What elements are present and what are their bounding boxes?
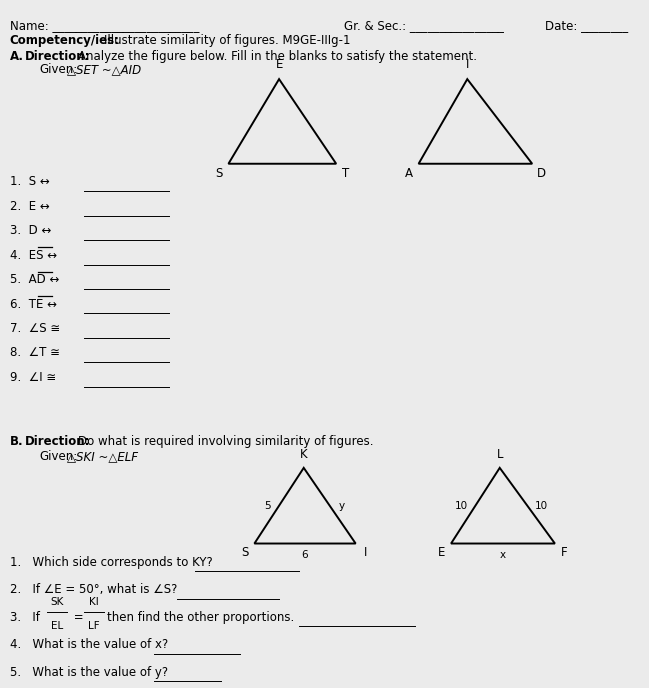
Text: Direction:: Direction:: [25, 50, 90, 63]
Text: 3.   If: 3. If: [10, 611, 47, 624]
Text: △SKI ~△ELF: △SKI ~△ELF: [67, 450, 138, 463]
Text: E: E: [437, 546, 445, 559]
Text: Direction:: Direction:: [25, 435, 90, 448]
Text: 5.  AD ↔: 5. AD ↔: [10, 273, 59, 286]
Text: F: F: [561, 546, 568, 559]
Text: 2.   If ∠E = 50°, what is ∠S?: 2. If ∠E = 50°, what is ∠S?: [10, 583, 177, 596]
Text: 7.  ∠S ≅: 7. ∠S ≅: [10, 322, 60, 335]
Text: Illustrate similarity of figures. M9GE-IIIg-1: Illustrate similarity of figures. M9GE-I…: [104, 34, 350, 47]
Text: I: I: [465, 58, 469, 71]
Text: 1.  S ↔: 1. S ↔: [10, 175, 49, 189]
Text: 10: 10: [454, 501, 468, 510]
Text: 10: 10: [535, 501, 548, 510]
Text: 4.   What is the value of x?: 4. What is the value of x?: [10, 638, 168, 652]
Text: L: L: [496, 448, 503, 461]
Text: A.: A.: [10, 50, 24, 63]
Text: SK: SK: [51, 596, 64, 607]
Text: 2.  E ↔: 2. E ↔: [10, 200, 49, 213]
Text: 3.  D ↔: 3. D ↔: [10, 224, 51, 237]
Text: Do what is required involving similarity of figures.: Do what is required involving similarity…: [78, 435, 373, 448]
Text: S: S: [215, 167, 223, 180]
Text: E: E: [275, 58, 283, 71]
Text: 6: 6: [302, 550, 308, 559]
Text: △SET ~△AID: △SET ~△AID: [67, 63, 141, 76]
Text: Given:: Given:: [39, 450, 77, 463]
Text: Analyze the figure below. Fill in the blanks to satisfy the statement.: Analyze the figure below. Fill in the bl…: [78, 50, 477, 63]
Text: 5.   What is the value of y?: 5. What is the value of y?: [10, 666, 168, 679]
Text: Competency/ies:: Competency/ies:: [10, 34, 119, 47]
Text: B.: B.: [10, 435, 23, 448]
Text: T: T: [342, 167, 350, 180]
Text: 6.  TE ↔: 6. TE ↔: [10, 297, 56, 310]
Text: 1.   Which side corresponds to KY?: 1. Which side corresponds to KY?: [10, 556, 212, 569]
Text: Gr. & Sec.: ________________: Gr. & Sec.: ________________: [344, 19, 504, 32]
Text: 4.  ES ↔: 4. ES ↔: [10, 248, 57, 261]
Text: D: D: [537, 167, 546, 180]
Text: =: =: [70, 611, 88, 624]
Text: x: x: [500, 550, 506, 559]
Text: 9.  ∠I ≅: 9. ∠I ≅: [10, 371, 56, 384]
Text: S: S: [241, 546, 249, 559]
Text: A: A: [405, 167, 413, 180]
Text: y: y: [338, 501, 345, 510]
Text: 8.  ∠T ≅: 8. ∠T ≅: [10, 346, 60, 359]
Text: 5: 5: [264, 501, 271, 510]
Text: then find the other proportions.: then find the other proportions.: [107, 611, 295, 624]
Text: Date: ________: Date: ________: [545, 19, 628, 32]
Text: K: K: [300, 448, 308, 461]
Text: EL: EL: [51, 621, 63, 631]
Text: I: I: [363, 546, 367, 559]
Text: KI: KI: [89, 596, 99, 607]
Text: Name: _________________________: Name: _________________________: [10, 19, 199, 32]
Text: Given:: Given:: [39, 63, 77, 76]
Text: LF: LF: [88, 621, 100, 631]
